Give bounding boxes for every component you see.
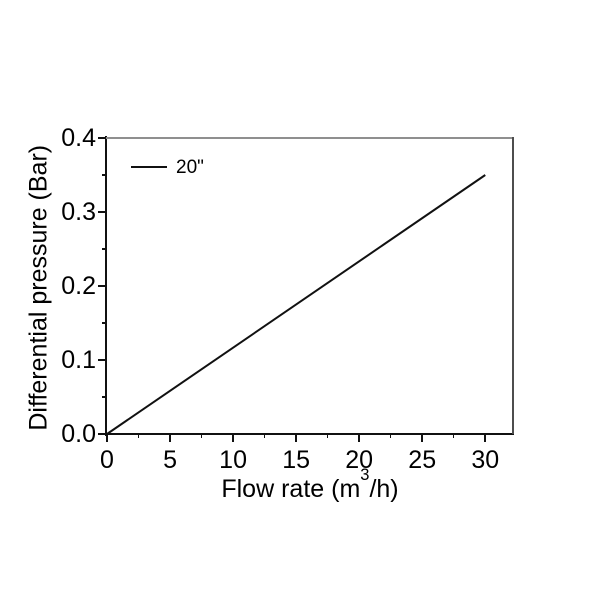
x-major-tick	[484, 434, 487, 442]
x-minor-tick	[326, 434, 329, 438]
x-axis-title-prefix: Flow rate (m	[221, 475, 361, 503]
y-minor-tick	[102, 322, 106, 324]
x-major-tick	[421, 434, 424, 442]
x-major-tick	[295, 434, 298, 442]
y-minor-tick	[102, 248, 106, 250]
y-tick-label: 0.0	[61, 420, 96, 448]
x-tick-label: 25	[408, 446, 437, 474]
x-major-tick	[106, 434, 108, 442]
x-tick-label: 20	[345, 446, 374, 474]
x-tick-label: 10	[219, 446, 247, 474]
y-minor-tick	[102, 174, 106, 176]
x-tick-label: 0	[100, 446, 114, 474]
x-minor-tick	[200, 434, 203, 438]
frame-top-line	[105, 137, 514, 139]
y-major-tick	[98, 211, 106, 213]
x-major-tick	[232, 434, 235, 442]
x-major-tick	[169, 434, 172, 442]
x-axis-title-superscript: 3	[360, 466, 370, 485]
x-minor-tick	[452, 434, 455, 438]
frame-right-line	[512, 137, 514, 434]
x-tick-label: 30	[471, 446, 500, 474]
x-minor-tick	[389, 434, 392, 438]
x-major-tick	[358, 434, 361, 442]
y-tick-label: 0.3	[61, 198, 96, 226]
y-tick-label: 0.2	[61, 272, 96, 300]
y-major-tick	[98, 359, 106, 361]
x-minor-tick	[263, 434, 266, 438]
x-minor-tick	[137, 434, 140, 438]
y-minor-tick	[102, 396, 106, 398]
x-axis-title-suffix: /h)	[369, 475, 399, 503]
y-tick-label: 0.4	[61, 124, 96, 152]
y-axis-line	[105, 136, 107, 436]
legend-series-label: 20"	[176, 156, 204, 178]
x-tick-label: 15	[282, 446, 311, 474]
y-major-tick	[98, 137, 106, 139]
legend: 20"	[131, 156, 204, 178]
y-tick-label: 0.1	[61, 346, 96, 374]
y-major-tick	[98, 433, 106, 435]
legend-line-swatch	[131, 166, 167, 168]
y-axis-title: Differential pressure (Bar)	[24, 144, 53, 431]
y-major-tick	[98, 285, 106, 287]
series-line	[106, 174, 486, 435]
x-axis-title: Flow rate (m3/h)	[107, 467, 513, 504]
x-axis-line	[105, 433, 514, 435]
x-tick-label: 5	[163, 446, 177, 474]
